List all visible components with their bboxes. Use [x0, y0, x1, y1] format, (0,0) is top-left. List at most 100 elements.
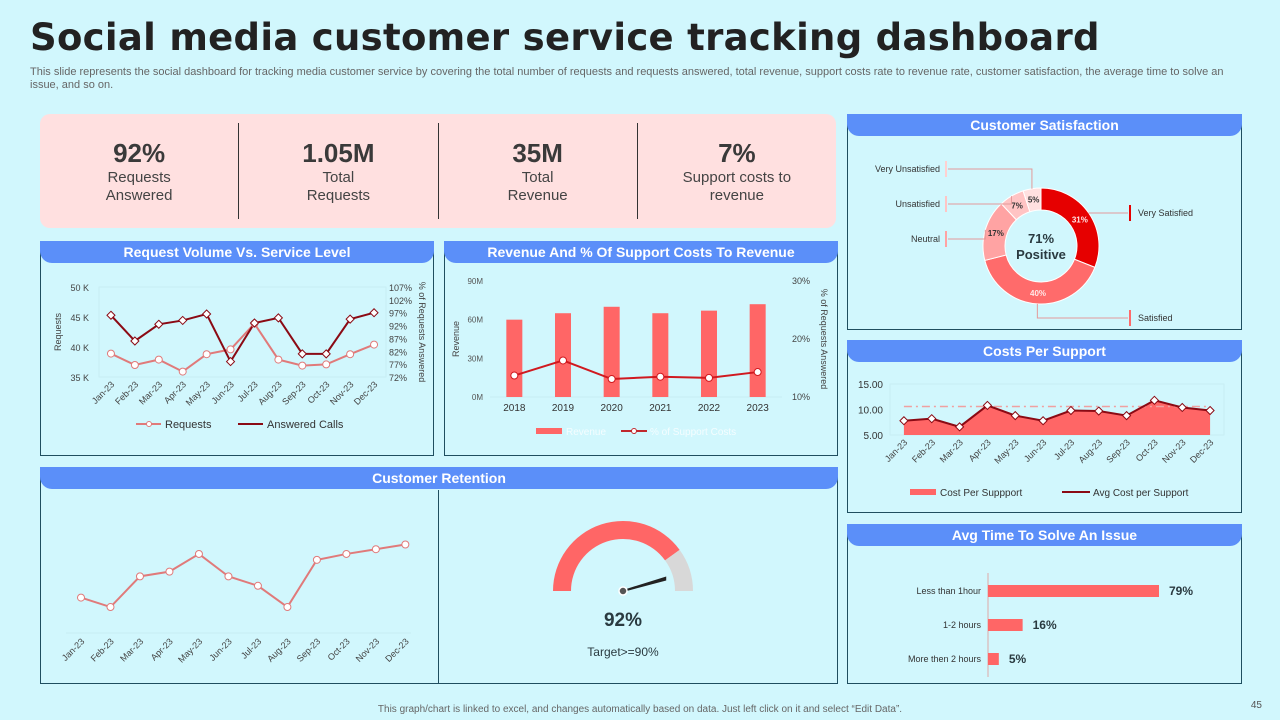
data-point-requests — [298, 361, 307, 370]
kpi-value: 92% — [113, 137, 166, 168]
y-tick-label: 35 K — [70, 373, 89, 383]
kpi-label: Requests — [306, 186, 371, 204]
x-tick-label: May-23 — [184, 379, 212, 407]
plot-area — [98, 286, 387, 378]
y2-tick-label: 72% — [389, 373, 407, 383]
request-volume-panel: Request Volume Vs. Service Level 50 K 45 … — [40, 241, 434, 456]
x-tick-label: Jan-23 — [90, 379, 117, 406]
kpi-label: Revenue — [507, 186, 568, 204]
bar-revenue — [701, 310, 717, 397]
kpi-requests-answered: 92% Requests Answered — [40, 123, 238, 219]
data-point-answered — [369, 308, 379, 318]
data-point-avg-cost — [1149, 395, 1160, 406]
legend-swatch-revenue — [536, 428, 562, 434]
donut-slice — [1022, 187, 1042, 213]
center-value: 71% — [1028, 231, 1054, 246]
kpi-label: Support costs to — [682, 168, 792, 186]
slice-label: 40% — [1030, 289, 1046, 298]
x-tick-label: Sep-23 — [1104, 437, 1132, 465]
center-label: Positive — [1016, 247, 1066, 262]
satisfaction-donut-chart[interactable]: 31% Very Satisfied 40% Satisfied 17% Neutral 7… — [848, 137, 1241, 329]
bar-avg-time — [988, 619, 1023, 631]
data-point-requests — [106, 349, 115, 358]
y-tick-label: 5.00 — [864, 431, 884, 442]
bar-value-label: 5% — [1009, 652, 1027, 666]
x-tick-label: Oct-23 — [305, 379, 331, 405]
x-tick-label: Jul-23 — [1052, 437, 1076, 461]
data-point-retention — [194, 549, 203, 558]
avg-time-bar-chart[interactable]: Less than 1hour 79% 1-2 hours 16% More then … — [848, 547, 1241, 683]
x-tick-label: Apr-23 — [149, 636, 175, 662]
slice-label: 17% — [988, 229, 1004, 238]
data-point-retention — [342, 549, 351, 558]
x-tick-label: Jun-23 — [1022, 437, 1049, 464]
category-label: Less than 1hour — [916, 586, 981, 596]
data-point-avg-cost — [899, 416, 909, 426]
bar-avg-time — [988, 653, 999, 665]
kpi-label: revenue — [709, 186, 764, 204]
data-point-requests — [154, 355, 163, 364]
data-point-support-costs — [510, 371, 519, 380]
x-tick-label: Jun-23 — [207, 636, 234, 663]
data-point-support-costs — [705, 373, 713, 382]
series-line-avg-cost — [903, 399, 1211, 428]
series-line-answered — [110, 311, 375, 364]
panel-title: Revenue And % Of Support Costs To Revenu… — [444, 241, 838, 263]
x-tick-label: Aug-23 — [1077, 437, 1105, 465]
avg-time-panel: Avg Time To Solve An Issue Less than 1ho… — [847, 524, 1242, 684]
y2-tick-label: 20% — [792, 334, 810, 344]
panel-title: Customer Retention — [40, 467, 838, 489]
x-tick-label: Feb-23 — [89, 636, 116, 663]
gauge-filled-arc — [553, 521, 680, 591]
kpi-label: Total — [322, 168, 355, 186]
data-point-answered — [345, 314, 355, 324]
request-volume-chart[interactable]: 50 K 45 K 40 K 35 K 107% 102% 97% 92% 87% 82% 77% 7… — [41, 264, 433, 454]
series-line-retention — [80, 543, 406, 609]
data-point-support-costs — [753, 368, 762, 377]
data-point-avg-cost — [1121, 410, 1132, 421]
x-tick-label: Mar-23 — [118, 636, 145, 663]
gauge-remaining-arc — [665, 549, 693, 591]
x-tick-label: Dec-23 — [352, 379, 380, 407]
y2-tick-label: 30% — [792, 276, 810, 286]
data-point-retention — [253, 581, 262, 590]
y-tick-label: 0M — [472, 393, 483, 402]
data-point-requests — [130, 361, 139, 369]
data-point-support-costs — [607, 375, 616, 384]
legend-marker-requests — [146, 421, 152, 427]
x-tick-label: 2023 — [747, 403, 770, 414]
data-point-avg-cost — [954, 422, 965, 432]
page-number: 45 — [1250, 700, 1262, 711]
y2-tick-label: 77% — [389, 360, 407, 370]
data-point-answered — [297, 349, 307, 359]
data-point-answered — [178, 315, 188, 326]
x-tick-label: Aug-23 — [256, 379, 284, 407]
data-point-avg-cost — [1038, 416, 1048, 426]
data-point-avg-cost — [1066, 405, 1076, 416]
data-point-avg-cost — [982, 400, 993, 411]
data-point-retention — [283, 603, 292, 612]
data-point-answered — [106, 310, 116, 320]
data-point-avg-cost — [1177, 402, 1187, 413]
kpi-label: Answered — [105, 186, 173, 204]
category-label: 1-2 hours — [943, 620, 982, 630]
data-point-requests — [322, 360, 331, 369]
retention-line-chart[interactable]: Jan-23 Feb-23 Mar-23 Apr-23 May-23 Jun-23 Jul-… — [41, 490, 437, 683]
revenue-chart[interactable]: 90M 60M 30M 0M 30% 20% 10% Revenue % of Requests… — [445, 264, 837, 454]
slice-label: 31% — [1072, 216, 1088, 225]
y2-tick-label: 102% — [389, 296, 412, 306]
x-tick-label: Feb-23 — [910, 437, 937, 464]
data-point-requests — [202, 350, 211, 359]
bar-value-label: 16% — [1033, 618, 1057, 632]
retention-gauge[interactable]: 92% Target>=90% — [439, 490, 837, 683]
data-point-answered — [225, 356, 236, 367]
callout-label: Neutral — [911, 234, 940, 244]
x-tick-label: 2021 — [649, 403, 672, 414]
callout-label: Very Unsatisfied — [875, 164, 940, 174]
x-tick-label: Nov-23 — [328, 379, 356, 407]
kpi-value: 7% — [718, 137, 756, 168]
callout-label: Very Satisfied — [1138, 208, 1193, 218]
y-axis-label: Requests — [53, 312, 63, 351]
data-point-requests — [274, 355, 283, 364]
